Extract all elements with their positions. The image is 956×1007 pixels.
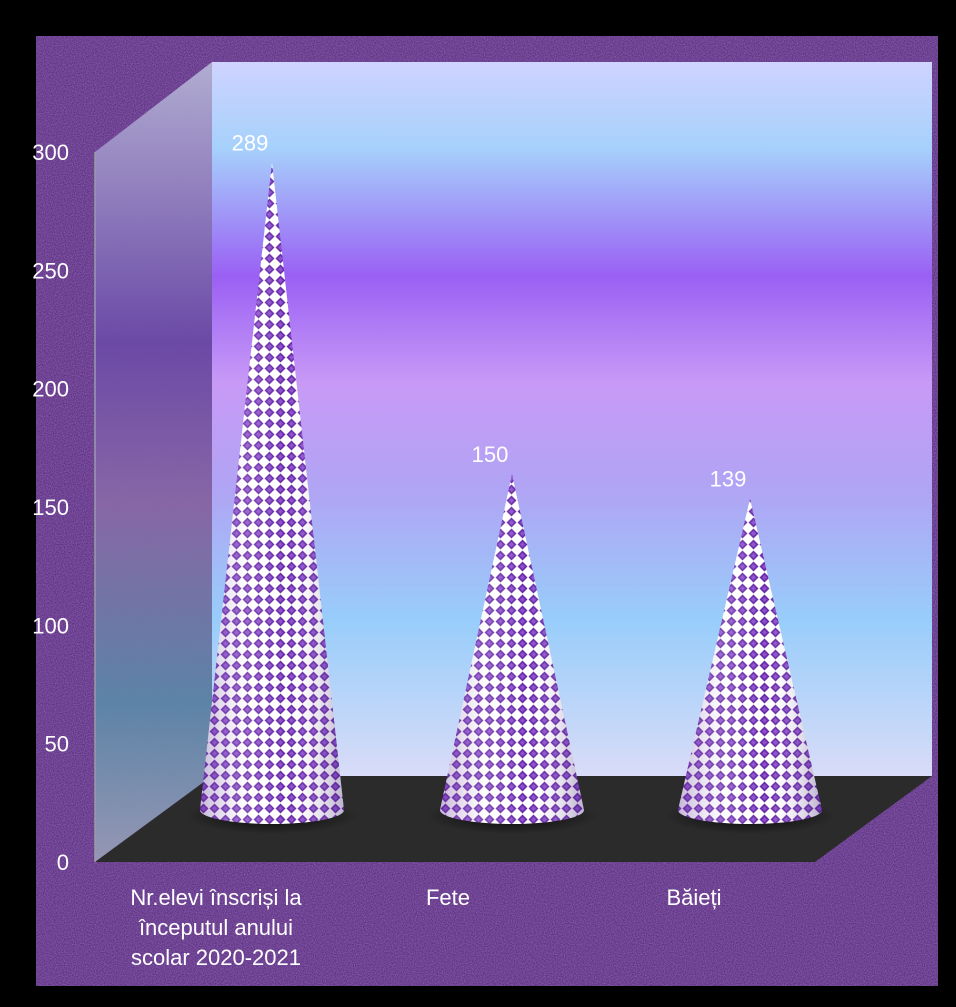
y-tick-label: 150 <box>32 495 69 520</box>
category-label: Fete <box>426 885 470 910</box>
cone-shading <box>440 474 584 824</box>
cone-shading <box>678 498 822 824</box>
category-label: Băieți <box>666 885 721 910</box>
data-label: 150 <box>472 442 509 467</box>
cone-shading <box>200 162 344 824</box>
category-label-line: Nr.elevi înscriși la <box>130 885 302 910</box>
data-label: 289 <box>232 131 269 156</box>
side-wall <box>95 62 212 862</box>
category-label-line: Fete <box>426 885 470 910</box>
y-tick-label: 50 <box>45 732 69 757</box>
y-tick-label: 100 <box>32 613 69 638</box>
cone-0 <box>186 162 358 834</box>
cone-1 <box>426 474 598 834</box>
data-label: 139 <box>710 467 747 492</box>
y-tick-label: 300 <box>32 140 69 165</box>
y-tick-label: 250 <box>32 258 69 283</box>
cone-2 <box>664 498 836 834</box>
category-label-line: Băieți <box>666 885 721 910</box>
data-labels: 289 150 139 <box>232 131 747 492</box>
category-label: Nr.elevi înscriși la începutul anului scol… <box>130 885 302 970</box>
category-label-line: începutul anului <box>138 915 293 940</box>
y-axis-ticks: 0 50 100 150 200 250 300 <box>32 140 69 875</box>
category-label-line: scolar 2020-2021 <box>131 945 301 970</box>
y-tick-label: 0 <box>57 850 69 875</box>
y-tick-label: 200 <box>32 377 69 402</box>
cones <box>186 162 836 834</box>
category-labels: Nr.elevi înscriși la începutul anului scol… <box>130 885 721 970</box>
